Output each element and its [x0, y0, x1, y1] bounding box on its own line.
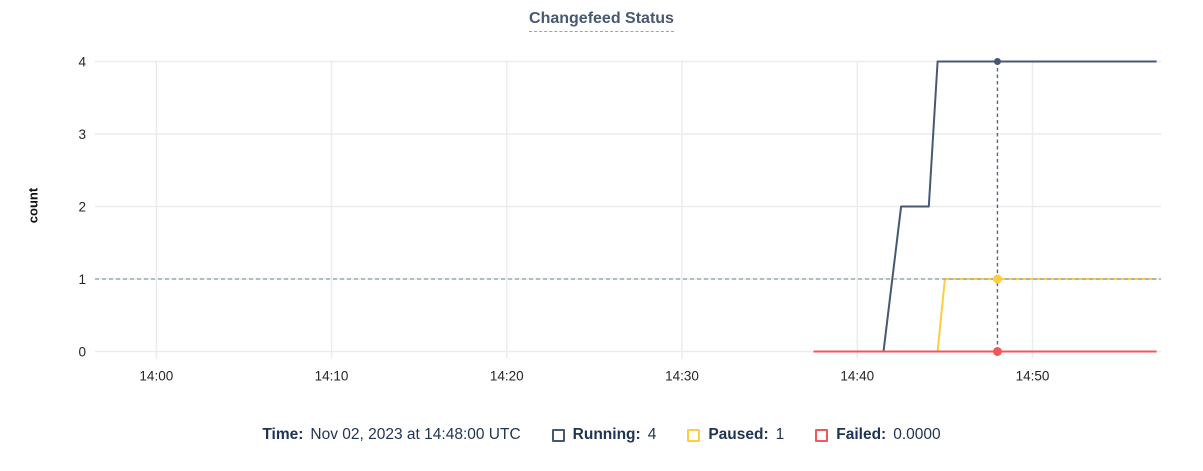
chart-title[interactable]: Changefeed Status: [529, 10, 674, 32]
y-tick-label: 3: [78, 127, 86, 142]
legend-running-value: 4: [647, 426, 657, 443]
crosshair-marker-running: [993, 58, 1001, 65]
y-tick-label: 4: [78, 55, 86, 70]
x-tick-label: 14:10: [315, 369, 349, 384]
y-tick-label: 2: [78, 200, 86, 215]
x-tick-label: 14:50: [1016, 369, 1050, 384]
x-tick-label: 14:20: [490, 369, 524, 384]
legend-item-failed: Failed: 0.0000: [815, 426, 941, 444]
legend-paused-label: Paused:: [708, 426, 769, 443]
legend-time-label: Time:: [262, 426, 304, 443]
legend-failed-value: 0.0000: [893, 426, 941, 443]
legend-paused-value: 1: [775, 426, 785, 443]
legend-failed-label: Failed:: [836, 426, 887, 443]
failed-swatch-icon: [815, 428, 829, 442]
running-swatch-icon: [551, 428, 565, 442]
hover-legend: Time: Nov 02, 2023 at 14:48:00 UTC Runni…: [0, 419, 1203, 451]
x-tick-label: 14:40: [840, 369, 874, 384]
chart-header: Changefeed Status: [0, 10, 1203, 32]
paused-swatch-icon: [687, 428, 701, 442]
legend-item-running: Running: 4: [551, 426, 657, 444]
crosshair-marker-failed: [992, 347, 1002, 356]
legend-item-paused: Paused: 1: [687, 426, 784, 444]
x-tick-label: 14:00: [139, 369, 173, 384]
y-tick-label: 0: [78, 345, 86, 360]
y-tick-label: 1: [78, 272, 86, 287]
crosshair-marker-paused: [992, 274, 1002, 284]
legend-running-label: Running:: [572, 426, 641, 443]
series-line-paused: [813, 278, 1157, 353]
legend-time: Time: Nov 02, 2023 at 14:48:00 UTC: [262, 426, 520, 444]
x-tick-label: 14:30: [665, 369, 699, 384]
legend-time-value: Nov 02, 2023 at 14:48:00 UTC: [310, 426, 521, 443]
